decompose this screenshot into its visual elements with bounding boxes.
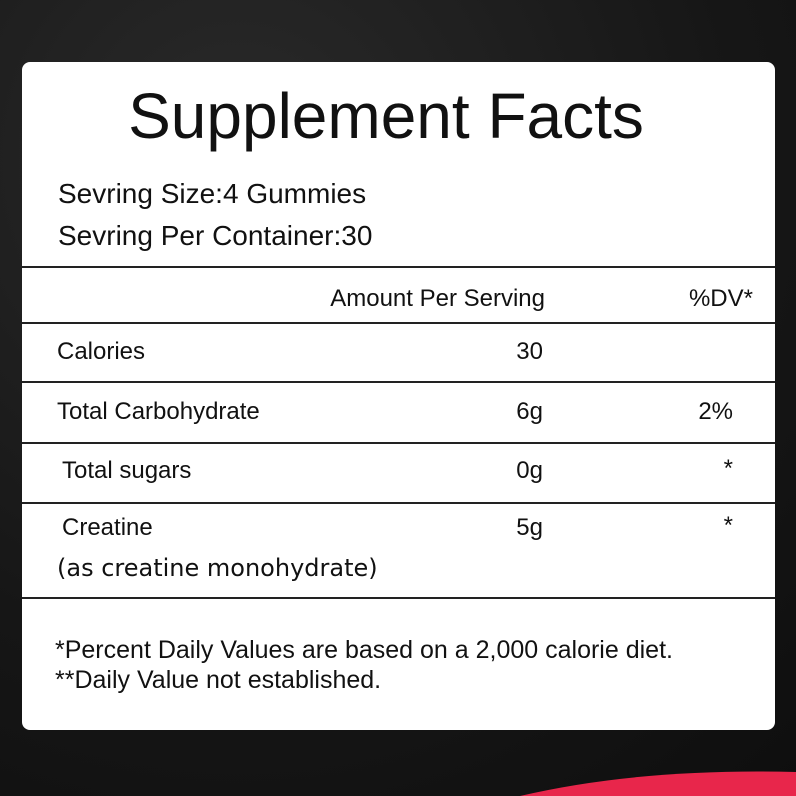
daily-value: * (723, 512, 733, 539)
nutrient-name: Calories (57, 338, 146, 365)
amount: 0g (516, 457, 543, 484)
amount: 6g (516, 398, 543, 425)
daily-value: 2% (698, 398, 733, 425)
nutrient-name: Creatine (62, 514, 153, 541)
rule (22, 502, 775, 504)
dv-header: %DV* (688, 285, 753, 312)
nutrient-note: (as creatine monohydrate) (57, 554, 378, 582)
rule (22, 322, 775, 324)
amount: 30 (516, 338, 543, 365)
rule (22, 597, 775, 599)
nutrient-name: Total sugars (62, 457, 192, 484)
amount-header: Amount Per Serving (330, 285, 545, 312)
title: Supplement Facts (128, 80, 644, 152)
footnote: *Percent Daily Values are based on a 2,0… (55, 636, 673, 664)
facts-panel: Supplement Facts Sevring Size:4 Gummies … (22, 62, 775, 730)
rule (22, 381, 775, 383)
amount: 5g (516, 514, 543, 541)
serving-size: Sevring Size:4 Gummies (58, 178, 367, 209)
footnote: **Daily Value not established. (55, 666, 382, 694)
rule (22, 442, 775, 444)
daily-value: * (723, 455, 733, 482)
rule (22, 266, 775, 268)
servings-per-container: Sevring Per Container:30 (58, 220, 373, 251)
red-swoosh (520, 771, 796, 796)
nutrient-name: Total Carbohydrate (57, 398, 260, 425)
